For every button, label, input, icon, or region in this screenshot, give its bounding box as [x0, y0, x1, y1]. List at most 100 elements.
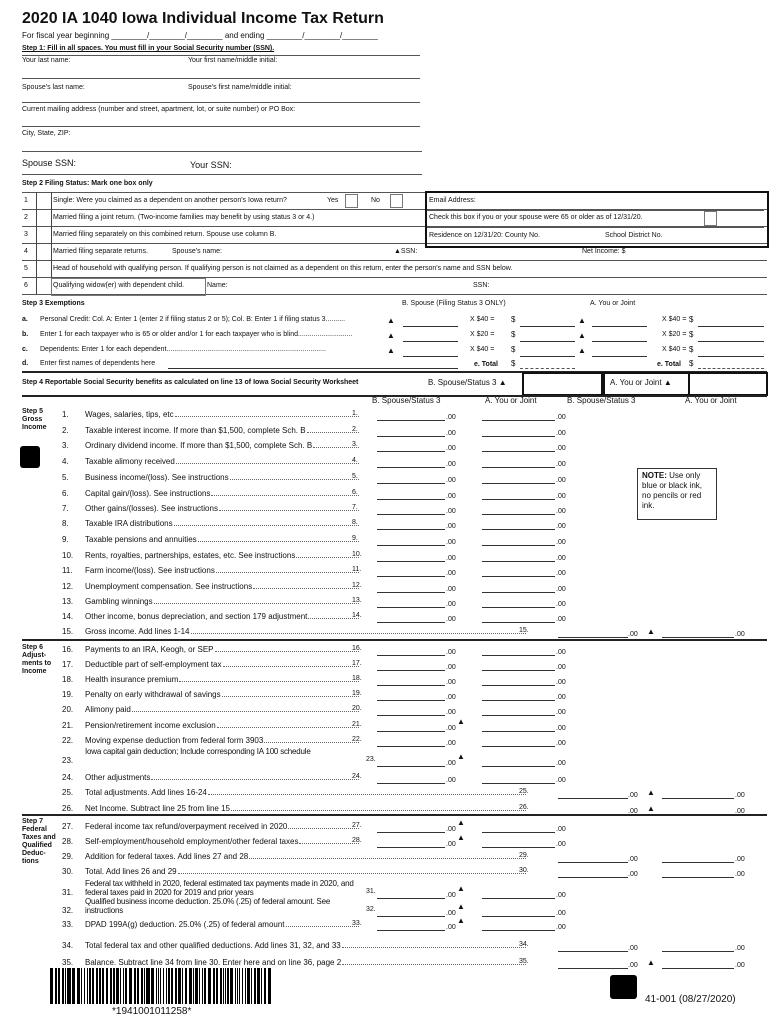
exemption-count-b[interactable] — [403, 346, 458, 357]
amount-field-total-b[interactable] — [558, 788, 628, 799]
cents-label: .00 — [446, 586, 456, 593]
amount-field-b[interactable] — [377, 441, 445, 452]
checkbox-dependent-yes[interactable] — [345, 194, 358, 208]
amount-field-total-a[interactable] — [662, 941, 734, 952]
exemption-count-a[interactable] — [592, 331, 647, 342]
exemption-amount-a[interactable] — [698, 346, 764, 357]
amount-field-a[interactable] — [482, 690, 555, 701]
amount-field-a[interactable] — [482, 519, 555, 530]
amount-field-a[interactable] — [482, 410, 555, 421]
line-number: 22. — [62, 736, 74, 745]
line-number: 25. — [62, 788, 74, 797]
amount-field-a[interactable] — [482, 721, 555, 732]
amount-field-b[interactable] — [377, 426, 445, 437]
ss-benefits-b-input[interactable] — [522, 372, 603, 396]
amount-field-total-b[interactable] — [558, 941, 628, 952]
amount-field-total-b[interactable] — [558, 627, 628, 638]
exemption-amount-b[interactable] — [520, 346, 575, 357]
ss-benefits-a-input[interactable] — [688, 372, 768, 396]
amount-field-total-a[interactable] — [662, 852, 734, 863]
amount-field-b[interactable] — [377, 675, 445, 686]
amount-field-b[interactable] — [377, 773, 445, 784]
amount-field-a[interactable] — [482, 822, 555, 833]
amount-field-b[interactable] — [377, 756, 445, 767]
amount-field-a[interactable] — [482, 441, 555, 452]
amount-field-a[interactable] — [482, 473, 555, 484]
amount-field-a[interactable] — [482, 837, 555, 848]
amount-field-a[interactable] — [482, 756, 555, 767]
amount-field-b[interactable] — [377, 597, 445, 608]
exemption-count-b[interactable] — [403, 316, 458, 327]
amount-field-a[interactable] — [482, 660, 555, 671]
amount-field-total-a[interactable] — [662, 958, 734, 969]
amount-field-total-b[interactable] — [558, 867, 628, 878]
cents-label: .00 — [556, 664, 566, 671]
amount-field-a[interactable] — [482, 906, 555, 917]
amount-field-a[interactable] — [482, 426, 555, 437]
amount-field-b[interactable] — [377, 535, 445, 546]
amount-field-b[interactable] — [377, 489, 445, 500]
total-exemptions-b[interactable] — [520, 358, 575, 369]
exemption-count-b[interactable] — [403, 331, 458, 342]
amount-field-b[interactable] — [377, 690, 445, 701]
amount-field-b[interactable] — [377, 906, 445, 917]
cents-label: .00 — [446, 664, 456, 671]
amount-field-a[interactable] — [482, 489, 555, 500]
amount-field-b[interactable] — [377, 888, 445, 899]
amount-field-b[interactable] — [377, 705, 445, 716]
amount-field-b[interactable] — [377, 457, 445, 468]
amount-field-b[interactable] — [377, 736, 445, 747]
dot-leader — [175, 463, 359, 464]
page-title: 2020 IA 1040 Iowa Individual Income Tax … — [22, 10, 384, 27]
amount-field-b[interactable] — [377, 660, 445, 671]
checkbox-over-65[interactable] — [704, 211, 717, 226]
line-label-text: Other gains/(losses). See instructions — [85, 504, 218, 513]
amount-field-total-a[interactable] — [662, 788, 734, 799]
amount-field-a[interactable] — [482, 582, 555, 593]
amount-field-b[interactable] — [377, 920, 445, 931]
amount-field-b[interactable] — [377, 551, 445, 562]
line-number: 12. — [62, 582, 74, 591]
exemption-amount-b[interactable] — [520, 316, 575, 327]
exemption-count-a[interactable] — [592, 346, 647, 357]
amount-field-a[interactable] — [482, 736, 555, 747]
line-label-text: Iowa capital gain deduction; Include cor… — [85, 747, 311, 756]
total-exemptions-a[interactable] — [698, 358, 764, 369]
amount-field-a[interactable] — [482, 457, 555, 468]
amount-field-b[interactable] — [377, 612, 445, 623]
amount-field-a[interactable] — [482, 551, 555, 562]
dependents-names-input[interactable] — [168, 358, 458, 369]
amount-field-b[interactable] — [377, 519, 445, 530]
amount-field-b[interactable] — [377, 566, 445, 577]
amount-field-a[interactable] — [482, 612, 555, 623]
amount-field-a[interactable] — [482, 705, 555, 716]
amount-field-total-b[interactable] — [558, 958, 628, 969]
amount-field-total-b[interactable] — [558, 852, 628, 863]
exemption-count-a[interactable] — [592, 316, 647, 327]
amount-field-b[interactable] — [377, 721, 445, 732]
amount-field-total-a[interactable] — [662, 867, 734, 878]
amount-field-b[interactable] — [377, 822, 445, 833]
amount-field-a[interactable] — [482, 535, 555, 546]
amount-field-b[interactable] — [377, 473, 445, 484]
line-ref-number: 16. — [352, 645, 362, 652]
amount-field-b[interactable] — [377, 645, 445, 656]
amount-field-a[interactable] — [482, 645, 555, 656]
amount-field-b[interactable] — [377, 504, 445, 515]
amount-field-a[interactable] — [482, 675, 555, 686]
amount-field-a[interactable] — [482, 566, 555, 577]
exemption-amount-b[interactable] — [520, 331, 575, 342]
amount-field-b[interactable] — [377, 837, 445, 848]
exemption-amount-a[interactable] — [698, 316, 764, 327]
amount-field-total-a[interactable] — [662, 627, 734, 638]
amount-field-a[interactable] — [482, 597, 555, 608]
amount-field-b[interactable] — [377, 582, 445, 593]
amount-field-a[interactable] — [482, 504, 555, 515]
checkbox-dependent-no[interactable] — [390, 194, 403, 208]
exemption-amount-a[interactable] — [698, 331, 764, 342]
divider — [22, 226, 767, 227]
amount-field-b[interactable] — [377, 410, 445, 421]
amount-field-a[interactable] — [482, 888, 555, 899]
amount-field-a[interactable] — [482, 773, 555, 784]
amount-field-a[interactable] — [482, 920, 555, 931]
